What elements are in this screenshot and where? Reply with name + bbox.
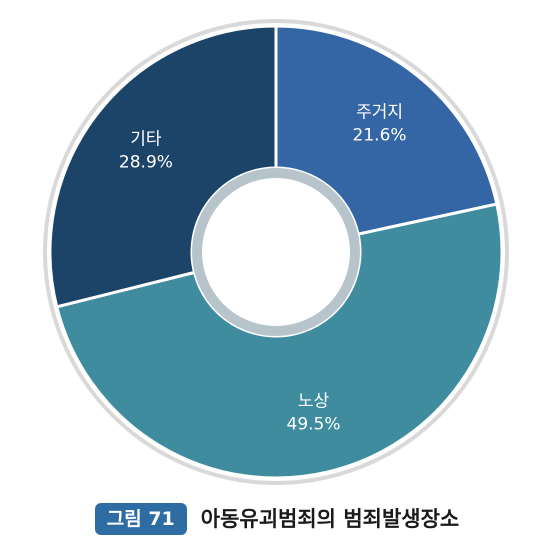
donut-chart: 주거지 21.6% 노상 49.5% 기타 28.9% bbox=[43, 19, 509, 485]
figure-caption: 그림 71 아동유괴범죄의 범죄발생장소 bbox=[0, 499, 554, 539]
slice-category-label: 주거지 bbox=[356, 103, 403, 123]
slice-category-label: 노상 bbox=[298, 392, 330, 412]
figure-title: 아동유괴범죄의 범죄발생장소 bbox=[200, 507, 460, 531]
slice-value-label: 49.5% bbox=[287, 415, 341, 435]
inner-ring bbox=[192, 168, 360, 336]
slice-category-label: 기타 bbox=[130, 129, 162, 149]
figure-number-badge: 그림 71 bbox=[94, 503, 187, 535]
donut-hole bbox=[203, 179, 349, 325]
slice-value-label: 21.6% bbox=[353, 126, 407, 146]
slice-value-label: 28.9% bbox=[119, 152, 173, 172]
